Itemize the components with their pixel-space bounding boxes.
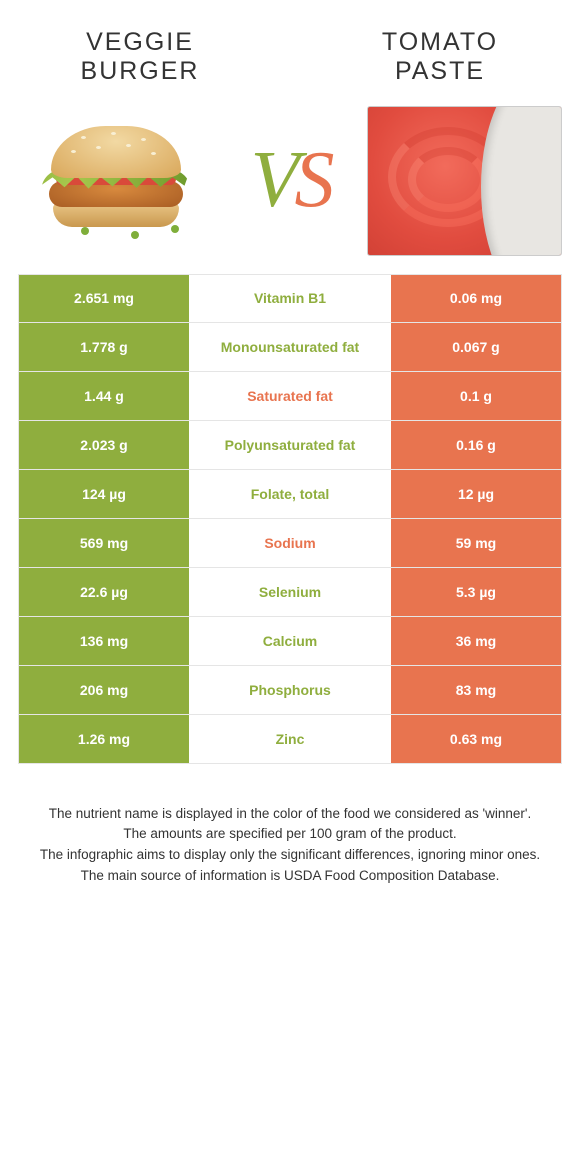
table-row: 124 µgFolate, total12 µg — [18, 470, 562, 519]
table-row: 1.26 mgZinc0.63 mg — [18, 715, 562, 764]
left-value: 22.6 µg — [19, 568, 189, 616]
right-value: 36 mg — [391, 617, 561, 665]
left-value: 206 mg — [19, 666, 189, 714]
nutrient-label: Monounsaturated fat — [189, 323, 391, 371]
nutrient-label: Vitamin B1 — [189, 275, 391, 322]
title-row: VEGGIE BURGER TOMATO PASTE — [0, 0, 580, 96]
comparison-table: 2.651 mgVitamin B10.06 mg1.778 gMonounsa… — [0, 274, 580, 764]
right-value: 12 µg — [391, 470, 561, 518]
footer-line: The main source of information is USDA F… — [28, 866, 552, 887]
right-value: 0.067 g — [391, 323, 561, 371]
left-value: 569 mg — [19, 519, 189, 567]
table-row: 136 mgCalcium36 mg — [18, 617, 562, 666]
nutrient-label: Calcium — [189, 617, 391, 665]
nutrient-label: Polyunsaturated fat — [189, 421, 391, 469]
table-row: 22.6 µgSelenium5.3 µg — [18, 568, 562, 617]
right-value: 59 mg — [391, 519, 561, 567]
left-value: 124 µg — [19, 470, 189, 518]
nutrient-label: Zinc — [189, 715, 391, 763]
table-row: 1.778 gMonounsaturated fat0.067 g — [18, 323, 562, 372]
right-value: 83 mg — [391, 666, 561, 714]
footer-line: The amounts are specified per 100 gram o… — [28, 824, 552, 845]
footer-line: The infographic aims to display only the… — [28, 845, 552, 866]
vs-v: V — [251, 136, 295, 224]
left-value: 2.651 mg — [19, 275, 189, 322]
right-value: 0.1 g — [391, 372, 561, 420]
infographic-container: VEGGIE BURGER TOMATO PASTE — [0, 0, 580, 917]
vs-s: S — [294, 136, 329, 224]
nutrient-label: Folate, total — [189, 470, 391, 518]
table-row: 206 mgPhosphorus83 mg — [18, 666, 562, 715]
footer-line: The nutrient name is displayed in the co… — [28, 804, 552, 825]
left-value: 136 mg — [19, 617, 189, 665]
left-title: VEGGIE BURGER — [40, 28, 240, 86]
right-value: 0.63 mg — [391, 715, 561, 763]
nutrient-label: Phosphorus — [189, 666, 391, 714]
table-row: 1.44 gSaturated fat0.1 g — [18, 372, 562, 421]
nutrient-label: Saturated fat — [189, 372, 391, 420]
left-value: 1.778 g — [19, 323, 189, 371]
vs-label: VS — [251, 135, 330, 226]
tomato-paste-image — [367, 106, 562, 256]
right-value: 5.3 µg — [391, 568, 561, 616]
right-title: TOMATO PASTE — [340, 28, 540, 86]
right-value: 0.06 mg — [391, 275, 561, 322]
table-row: 569 mgSodium59 mg — [18, 519, 562, 568]
left-value: 1.26 mg — [19, 715, 189, 763]
left-value: 1.44 g — [19, 372, 189, 420]
nutrient-label: Selenium — [189, 568, 391, 616]
left-value: 2.023 g — [19, 421, 189, 469]
footer-notes: The nutrient name is displayed in the co… — [0, 764, 580, 918]
veggie-burger-image — [18, 106, 213, 256]
table-row: 2.651 mgVitamin B10.06 mg — [18, 274, 562, 323]
right-value: 0.16 g — [391, 421, 561, 469]
nutrient-label: Sodium — [189, 519, 391, 567]
images-row: VS — [0, 96, 580, 274]
table-row: 2.023 gPolyunsaturated fat0.16 g — [18, 421, 562, 470]
